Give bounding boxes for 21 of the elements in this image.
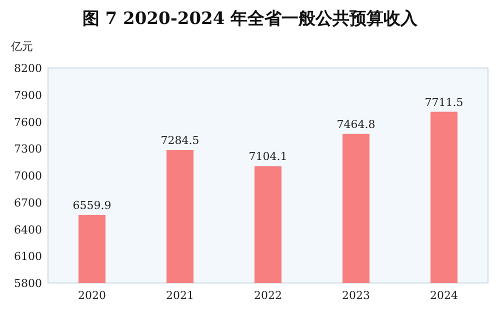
y-tick-label: 7300 [14,142,42,156]
x-tick-label: 2024 [430,289,458,302]
y-tick-label: 6700 [14,196,42,210]
y-tick-label: 8200 [14,62,42,75]
y-tick-label: 7000 [14,170,42,182]
x-tick-label: 2022 [254,289,282,302]
data-label: 7464.8 [336,118,376,131]
x-tick-label: 2021 [166,289,194,302]
data-label: 7104.1 [248,150,288,164]
y-tick-label: 6100 [14,250,42,264]
x-tick-label: 2020 [78,289,106,302]
y-axis-title: 亿元 [10,40,33,53]
chart-title: 图 7 2020-2024 年全省一般公共预算收入 [82,9,419,29]
data-label: 7284.5 [160,134,200,148]
y-tick-label: 7600 [14,116,42,129]
data-label: 6559.9 [72,198,112,212]
y-tick-label: 6400 [14,223,42,236]
x-tick-label: 2023 [342,289,370,302]
y-tick-label: 5800 [14,277,42,290]
y-tick-label: 7900 [14,88,42,102]
data-label: 7711.5 [424,96,464,109]
